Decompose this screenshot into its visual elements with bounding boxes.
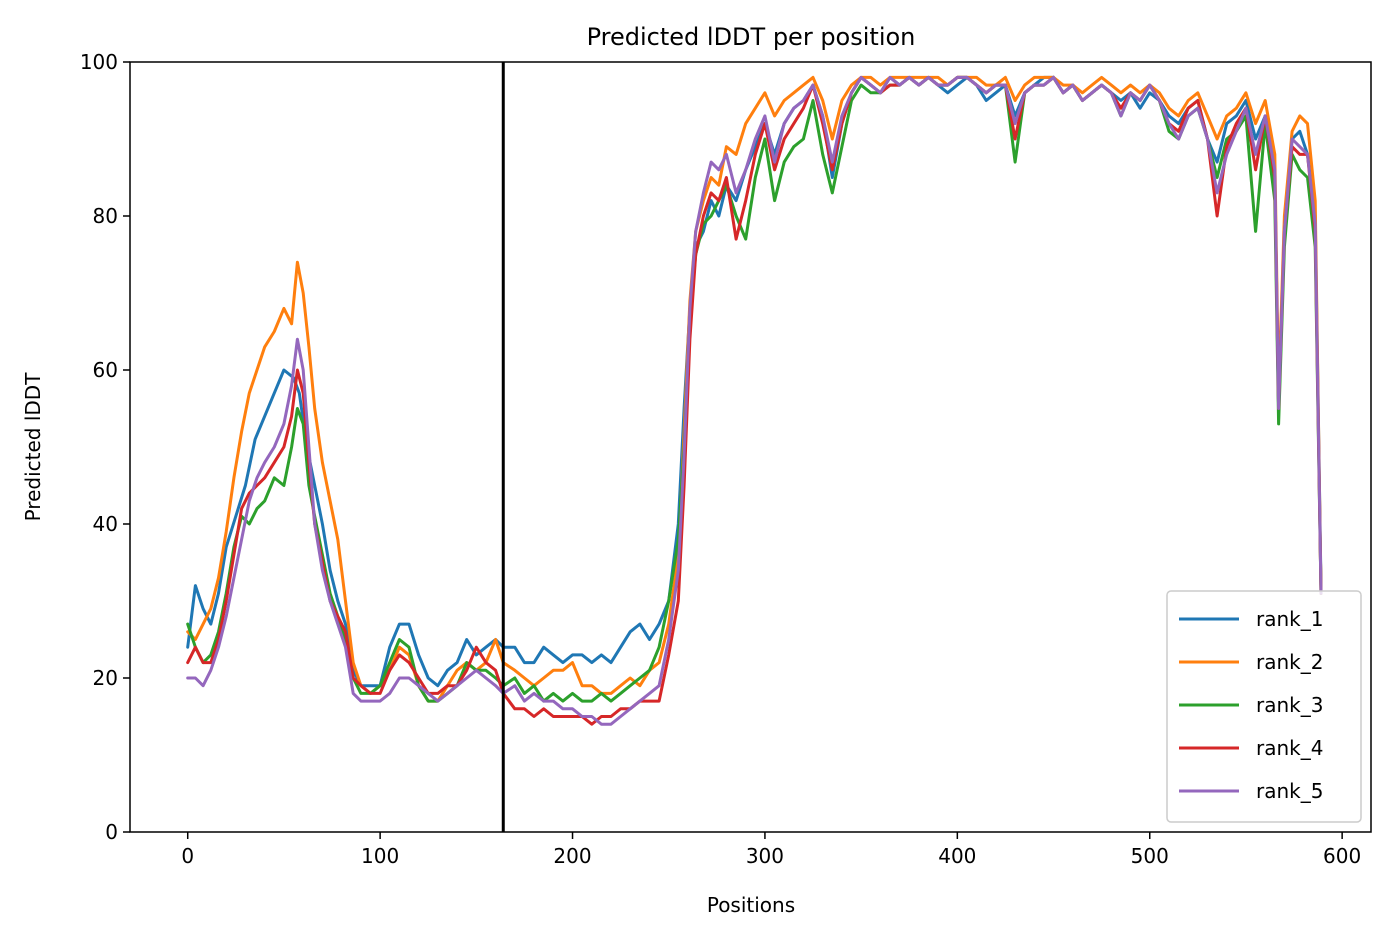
legend-label-rank-5: rank_5: [1256, 779, 1323, 803]
legend-box: [1166, 590, 1362, 823]
series-line-rank-2: [186, 75, 1323, 703]
y-tick-label: 40: [93, 512, 118, 536]
y-tick-label: 20: [93, 666, 118, 690]
y-tick-label: 80: [93, 204, 118, 228]
x-tick-label: 200: [553, 844, 591, 868]
x-axis-label: Positions: [707, 893, 795, 917]
x-tick-label: 300: [746, 844, 784, 868]
legend-label-rank-2: rank_2: [1256, 650, 1323, 674]
axes-frame: [129, 61, 1372, 833]
x-tick-label: 600: [1323, 844, 1361, 868]
x-tick-label: 400: [938, 844, 976, 868]
chart-title: Predicted lDDT per position: [587, 23, 916, 51]
plot-area: [129, 61, 1372, 833]
y-axis-label: Predicted lDDT: [21, 372, 45, 522]
legend-label-rank-3: rank_3: [1256, 693, 1323, 717]
legend-label-rank-4: rank_4: [1256, 736, 1323, 760]
x-tick-label: 500: [1131, 844, 1169, 868]
x-tick-label: 100: [361, 844, 399, 868]
legend-label-rank-1: rank_1: [1256, 607, 1323, 631]
x-tick-label: 0: [181, 844, 194, 868]
y-tick-label: 0: [105, 820, 118, 844]
legend: rank_1 rank_2 rank_3 rank_4 rank_5: [1166, 590, 1362, 823]
series-line-rank-5: [186, 75, 1323, 726]
y-axis-ticks: 0 20 40 60 80 100: [80, 50, 130, 844]
y-tick-label: 100: [80, 50, 118, 74]
y-tick-label: 60: [93, 358, 118, 382]
x-axis-ticks: 0 100 200 300 400 500 600: [181, 832, 1361, 868]
